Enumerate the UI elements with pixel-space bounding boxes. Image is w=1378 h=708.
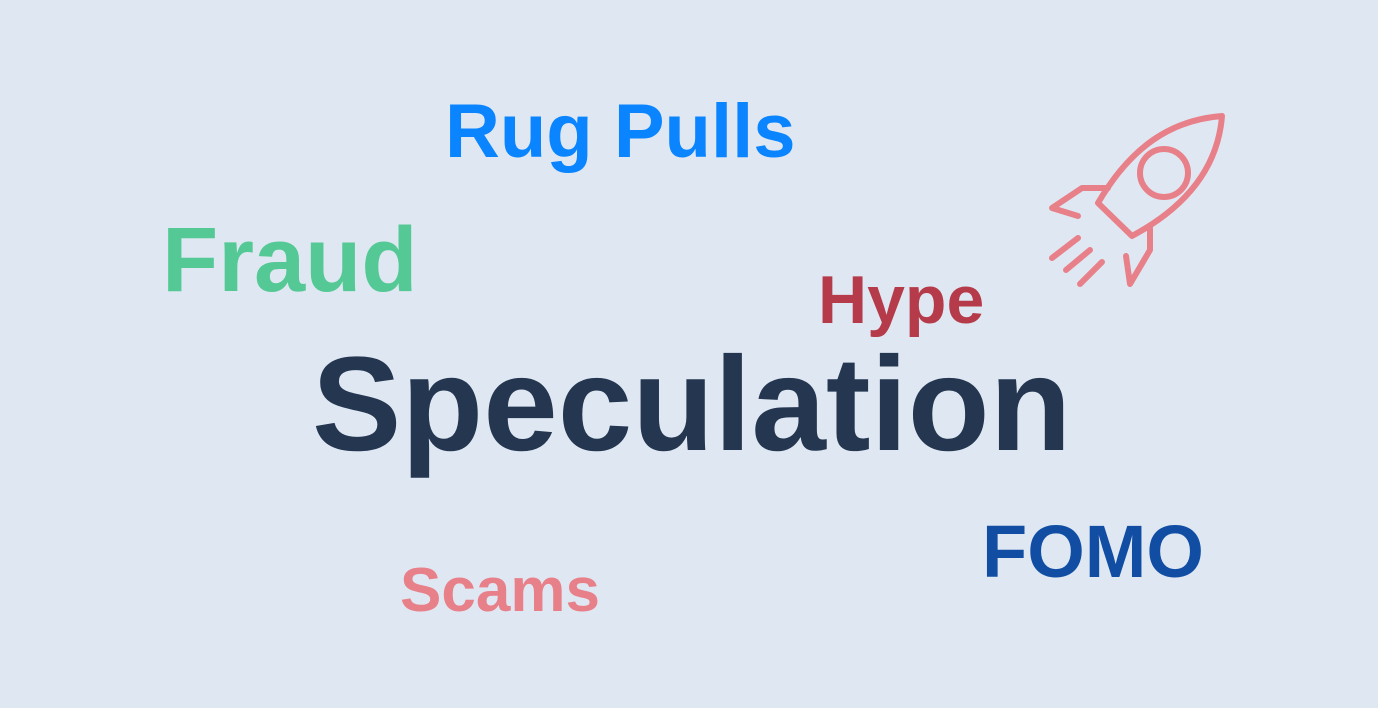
rocket-fin-left <box>1049 185 1111 219</box>
rocket-fin-right <box>1123 225 1153 287</box>
rocket-window <box>1137 146 1191 200</box>
rocket-exhaust-3 <box>1077 259 1105 287</box>
word-fomo: FOMO <box>982 510 1204 593</box>
rocket-body <box>1095 113 1225 239</box>
rocket-exhaust-1 <box>1049 235 1081 261</box>
word-rug-pulls: Rug Pulls <box>445 89 796 174</box>
word-speculation: Speculation <box>312 330 1072 479</box>
rocket-exhaust-2 <box>1063 247 1093 273</box>
word-fraud: Fraud <box>162 209 418 311</box>
word-hype: Hype <box>818 262 985 338</box>
word-scams: Scams <box>400 556 600 625</box>
rocket-icon <box>1049 113 1225 287</box>
